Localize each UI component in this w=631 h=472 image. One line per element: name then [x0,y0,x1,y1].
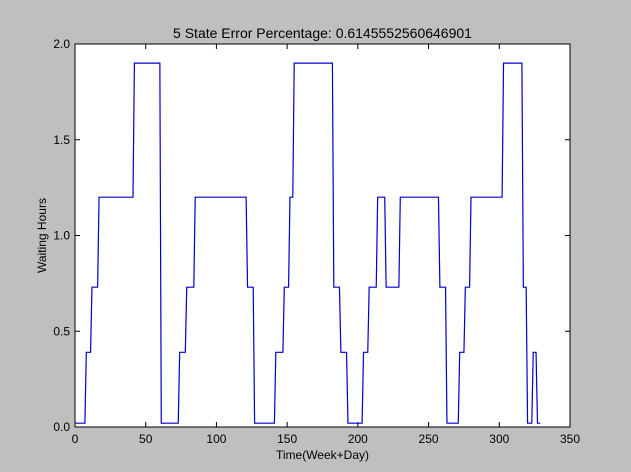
y-axis-ticks: 0.0 0.5 1.0 1.5 2.0 [53,37,570,434]
y-tick-label: 1.5 [53,133,70,147]
x-tick-label: 250 [419,432,439,446]
x-tick-label: 350 [560,432,580,446]
plot-frame [74,43,571,428]
y-tick-label: 0.5 [53,324,70,338]
series-line [75,62,541,424]
y-tick-label: 2.0 [53,37,70,51]
x-tick-label: 300 [489,432,509,446]
x-tick-label: 0 [72,432,79,446]
chart-title: 5 State Error Percentage: 0.614555256064… [173,25,472,41]
x-tick-label: 150 [277,432,297,446]
plot-area [75,44,570,427]
y-axis-title: Waiting Hours [35,198,49,273]
y-tick-label: 1.0 [53,229,70,243]
y-tick-label: 0.0 [53,420,70,434]
x-tick-label: 200 [348,432,368,446]
x-tick-label: 50 [139,432,153,446]
x-axis-ticks: 0 50 100 150 200 250 300 350 [72,44,580,446]
x-tick-label: 100 [206,432,226,446]
x-axis-title: Time(Week+Day) [276,448,369,462]
